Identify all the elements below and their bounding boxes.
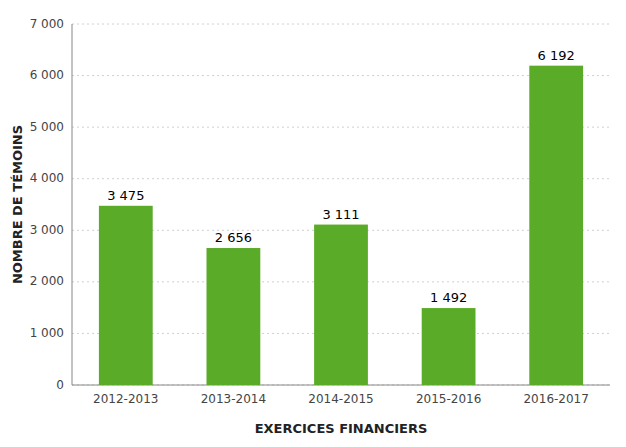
- y-tick-label: 5 000: [30, 120, 64, 134]
- y-tick-label: 0: [56, 378, 64, 392]
- y-axis-title: NOMBRE DE TÉMOINS: [10, 125, 25, 284]
- data-label: 2 656: [215, 230, 252, 245]
- chart: 0 1 000 2 000 3 000 4 000 5 000 6 000 7 000 2012…: [0, 0, 626, 447]
- bars: [99, 66, 583, 385]
- x-tick-label: 2012-2013: [93, 392, 158, 406]
- bar: [314, 225, 368, 385]
- grid: [72, 24, 610, 385]
- x-tick-label: 2016-2017: [523, 392, 588, 406]
- y-tick-label: 7 000: [30, 17, 64, 31]
- y-tick-label: 4 000: [30, 171, 64, 185]
- y-axis-line: [72, 24, 73, 385]
- y-tick-label: 1 000: [30, 326, 64, 340]
- axes: 0 1 000 2 000 3 000 4 000 5 000 6 000 7 000 2012…: [30, 17, 610, 407]
- bar: [207, 248, 261, 385]
- y-tick-label: 6 000: [30, 68, 64, 82]
- data-label: 3 111: [322, 207, 359, 222]
- x-axis-title: EXERCICES FINANCIERS: [255, 421, 428, 436]
- x-tick-label: 2015-2016: [416, 392, 481, 406]
- x-tick-label: 2014-2015: [308, 392, 373, 406]
- data-label: 1 492: [430, 290, 467, 305]
- data-label: 3 475: [107, 188, 144, 203]
- x-tick-label: 2013-2014: [201, 392, 266, 406]
- data-label: 6 192: [538, 48, 575, 63]
- data-labels: 3 475 2 656 3 111 1 492 6 192: [107, 48, 575, 305]
- chart-container: 0 1 000 2 000 3 000 4 000 5 000 6 000 7 000 2012…: [0, 0, 626, 447]
- bar: [99, 206, 153, 385]
- bar: [529, 66, 583, 385]
- grid-line: [72, 24, 610, 25]
- bar: [422, 308, 476, 385]
- y-tick-label: 2 000: [30, 274, 64, 288]
- y-tick-label: 3 000: [30, 223, 64, 237]
